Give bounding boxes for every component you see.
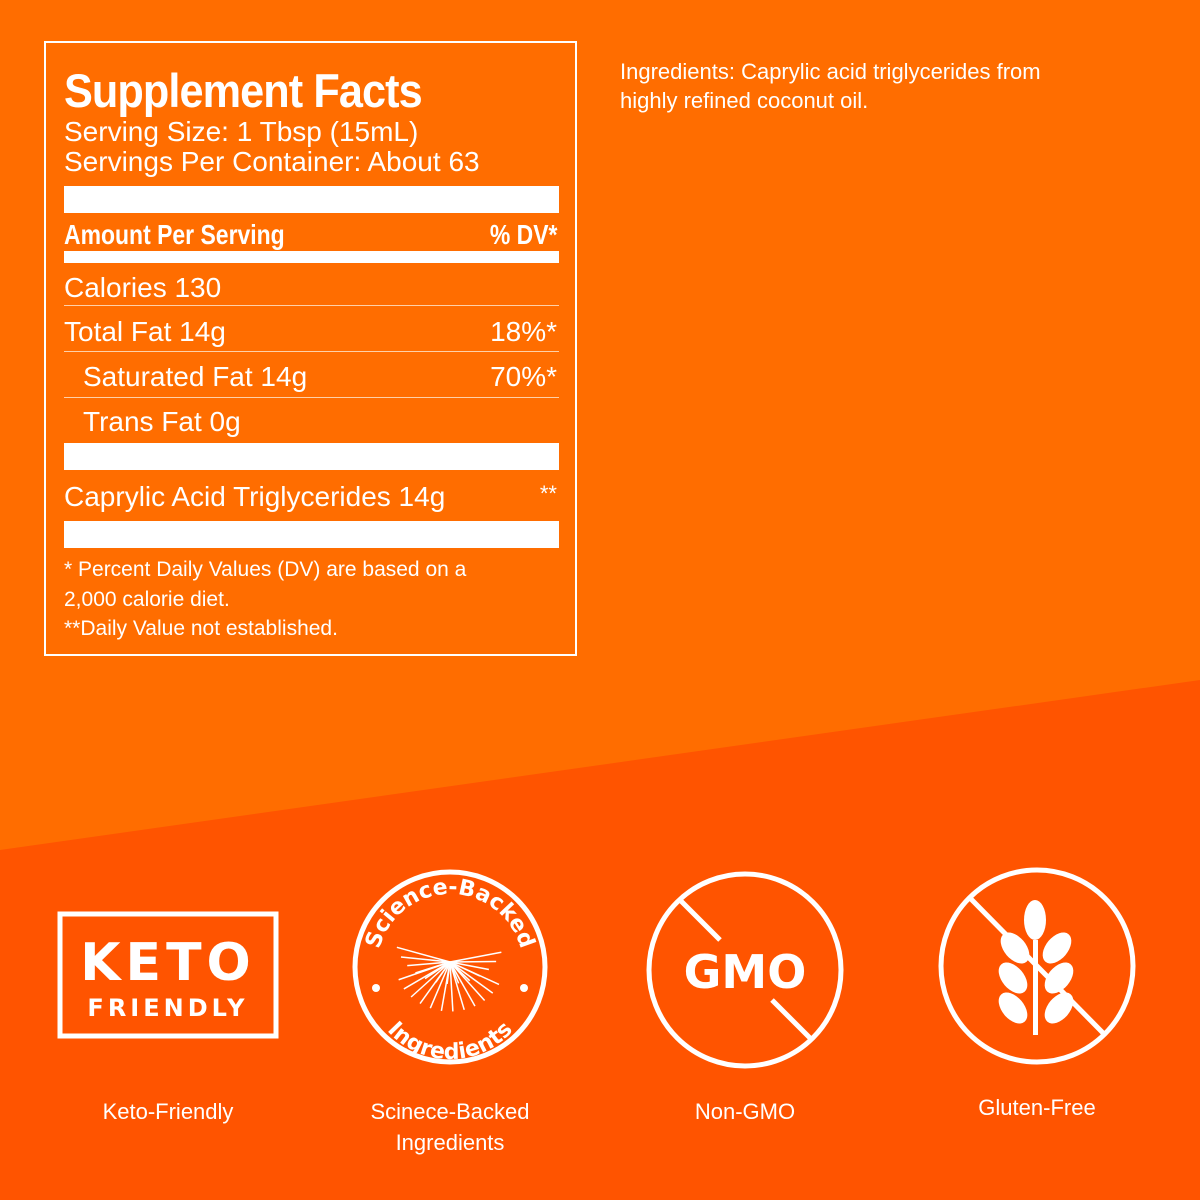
row-divider	[64, 351, 559, 352]
footnote: * Percent Daily Values (DV) are based on…	[64, 558, 467, 581]
ray-line	[449, 960, 497, 963]
friendly-logo-text: FRIENDLY	[87, 994, 248, 1022]
thick-divider	[64, 443, 559, 470]
ray-line	[440, 961, 451, 1012]
row-divider	[64, 305, 559, 306]
ray-line	[449, 961, 486, 1001]
row-label: Calories 130	[64, 272, 222, 303]
thick-divider	[64, 521, 559, 548]
keto-logo-text: KETO	[80, 933, 256, 993]
ingredients-text: Ingredients: Caprylic acid triglycerides…	[620, 59, 1041, 113]
ray-line	[398, 961, 451, 981]
row-dv: 70%*	[490, 361, 557, 392]
row-label: Total Fat 14g	[64, 316, 226, 347]
ray-line	[449, 961, 476, 1007]
science-backed-logo-text: Science-Backed	[361, 875, 539, 952]
footnote: 2,000 calorie diet.	[64, 588, 230, 611]
serving-size: Serving Size: 1 Tbsp (15mL)	[64, 116, 419, 147]
non-gmo-caption: Non-GMO	[694, 1099, 796, 1124]
svg-text:Science-Backed: Science-Backed	[361, 875, 539, 952]
gluten-free-icon	[938, 867, 1136, 1065]
row-label: Saturated Fat 14g	[83, 361, 308, 392]
keto-friendly-icon: KETO FRIENDLY	[57, 911, 279, 1039]
ray-line	[396, 946, 451, 963]
footnote: **Daily Value not established.	[64, 617, 338, 640]
ray-line	[449, 961, 494, 994]
row-dv: 18%*	[490, 316, 557, 347]
amount-header: Amount Per Serving	[64, 219, 285, 250]
row-dv: **	[539, 481, 557, 506]
medium-divider	[64, 251, 559, 263]
ray-line	[407, 961, 451, 967]
ray-line	[449, 951, 502, 963]
science-backed-caption: Scinece-Backed Ingredients	[370, 1099, 530, 1155]
supplement-facts-panel: Supplement Facts Serving Size: 1 Tbsp (1…	[44, 41, 577, 656]
ray-line	[449, 961, 465, 1011]
ingredients-logo-text: Ingredients	[382, 1017, 517, 1065]
ray-line	[449, 961, 454, 1012]
ray-line	[429, 961, 451, 1009]
facts-title: Supplement Facts	[64, 64, 423, 117]
servings-per-container: Servings Per Container: About 63	[64, 146, 480, 177]
svg-text:Ingredients: Ingredients	[382, 1017, 517, 1065]
non-gmo-icon: GMO	[646, 871, 844, 1069]
ray-line	[419, 961, 451, 1004]
row-label: Caprylic Acid Triglycerides 14g	[64, 481, 446, 512]
science-backed-icon: Science-Backed Ingredients	[352, 869, 548, 1065]
keto-friendly-caption: Keto-Friendly	[102, 1099, 234, 1124]
gluten-free-caption: Gluten-Free	[978, 1095, 1096, 1120]
ray-line	[400, 956, 451, 963]
thick-divider	[64, 186, 559, 213]
gmo-logo-text: GMO	[684, 945, 807, 999]
ray-line	[449, 961, 500, 986]
row-label: Trans Fat 0g	[83, 406, 241, 437]
ray-line	[449, 961, 490, 971]
dv-header: % DV*	[489, 219, 557, 250]
row-divider	[64, 397, 559, 398]
ray-line	[410, 961, 451, 998]
ray-line	[403, 961, 451, 990]
